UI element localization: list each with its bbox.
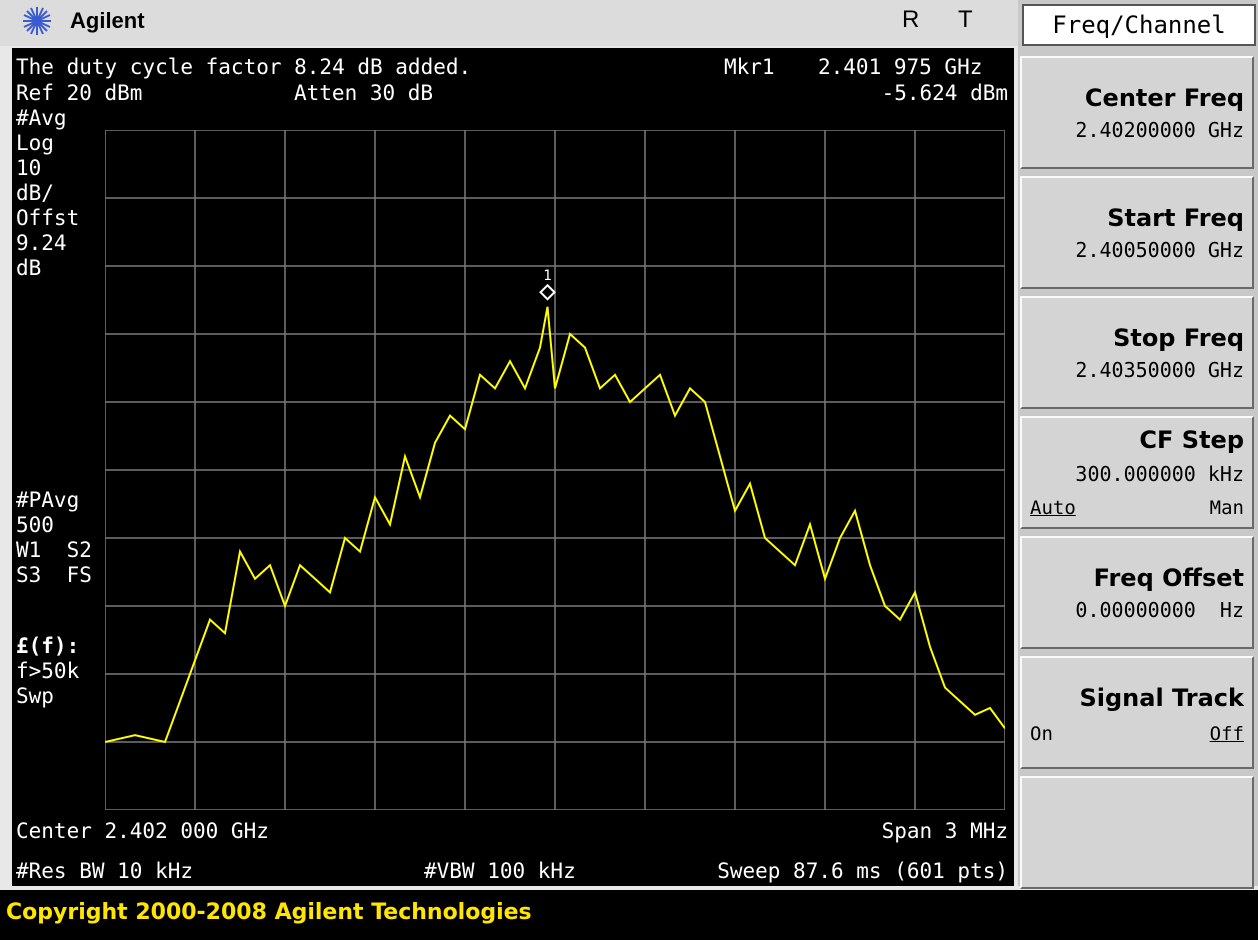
scale-value: 10 — [16, 156, 42, 180]
pavg-annotation: #PAvg — [16, 488, 80, 512]
signal-track-off-option: Off — [1209, 723, 1244, 745]
start-freq-value: 2.40050000 GHz — [1075, 238, 1244, 262]
correction-range: f>50k — [16, 659, 80, 683]
start-freq-softkey[interactable]: Start Freq 2.40050000 GHz — [1020, 176, 1254, 289]
cf-step-softkey[interactable]: CF Step 300.000000 kHz Auto Man — [1020, 416, 1254, 529]
marker-1: 1 — [539, 268, 556, 301]
marker-diamond-icon — [539, 283, 556, 301]
offset-label: Offst — [16, 206, 80, 230]
status-message: The duty cycle factor 8.24 dB added. — [16, 55, 472, 79]
cf-step-value: 300.000000 kHz — [1075, 462, 1244, 486]
pavg-count: 500 — [16, 513, 54, 537]
scale-unit: dB/ — [16, 181, 54, 205]
freq-offset-label: Freq Offset — [1093, 564, 1244, 592]
attenuation: Atten 30 dB — [294, 81, 434, 105]
trace-mode-1: W1 S2 — [16, 538, 92, 562]
spectrum-trace — [105, 306, 1005, 744]
copyright-text: Copyright 2000-2008 Agilent Technologies — [6, 900, 532, 925]
cf-step-man-option: Man — [1209, 497, 1244, 519]
center-freq-softkey[interactable]: Center Freq 2.40200000 GHz — [1020, 56, 1254, 169]
status-bar: Copyright 2000-2008 Agilent Technologies — [0, 890, 1258, 940]
resolution-bandwidth: #Res BW 10 kHz — [16, 859, 194, 883]
grid — [105, 130, 1005, 810]
correction-annotation: £(f): — [16, 634, 80, 658]
cf-step-auto-option: Auto — [1030, 497, 1076, 519]
center-freq-label: Center Freq — [1084, 84, 1244, 112]
scale-type: Log — [16, 131, 54, 155]
brand-name: Agilent — [70, 8, 145, 33]
center-freq-value: 2.40200000 GHz — [1075, 118, 1244, 142]
freq-offset-value: 0.00000000 Hz — [1075, 598, 1244, 622]
remote-indicator: R — [902, 6, 920, 33]
analyzer-display: The duty cycle factor 8.24 dB added. Mkr… — [12, 48, 1014, 886]
stop-freq-value: 2.40350000 GHz — [1075, 358, 1244, 382]
marker-label: Mkr1 — [724, 55, 775, 79]
span: Span 3 MHz — [881, 819, 1008, 843]
video-bandwidth: #VBW 100 kHz — [424, 859, 576, 883]
freq-offset-softkey[interactable]: Freq Offset 0.00000000 Hz — [1020, 536, 1254, 649]
center-frequency: Center 2.402 000 GHz — [16, 819, 269, 843]
sweep-annotation: Swp — [16, 684, 54, 708]
menu-title: Freq/Channel — [1022, 4, 1256, 46]
marker-number: 1 — [543, 268, 551, 284]
sweep-time: Sweep 87.6 ms (601 pts) — [717, 859, 1008, 883]
signal-track-softkey[interactable]: Signal Track On Off — [1020, 656, 1254, 769]
marker-level: -5.624 dBm — [881, 81, 1008, 105]
blank-softkey[interactable] — [1020, 776, 1254, 889]
spectrum-plot: 1 — [105, 130, 1005, 810]
avg-annotation: #Avg — [16, 106, 67, 130]
trace-mode-2: S3 FS — [16, 563, 92, 587]
softkey-panel: Freq/Channel Center Freq 2.40200000 GHz … — [1018, 0, 1258, 889]
trigger-indicator: T — [958, 6, 973, 33]
offset-unit: dB — [16, 256, 42, 280]
start-freq-label: Start Freq — [1107, 204, 1244, 232]
offset-value: 9.24 — [16, 231, 67, 255]
agilent-logo-icon — [23, 7, 51, 35]
signal-track-label: Signal Track — [1079, 684, 1244, 712]
stop-freq-label: Stop Freq — [1113, 324, 1244, 352]
marker-frequency: 2.401 975 GHz — [818, 55, 983, 79]
signal-track-on-option: On — [1030, 723, 1053, 745]
stop-freq-softkey[interactable]: Stop Freq 2.40350000 GHz — [1020, 296, 1254, 409]
reference-level: Ref 20 dBm — [16, 81, 143, 105]
title-bar: Agilent R T — [0, 0, 1018, 46]
cf-step-label: CF Step — [1139, 426, 1244, 454]
